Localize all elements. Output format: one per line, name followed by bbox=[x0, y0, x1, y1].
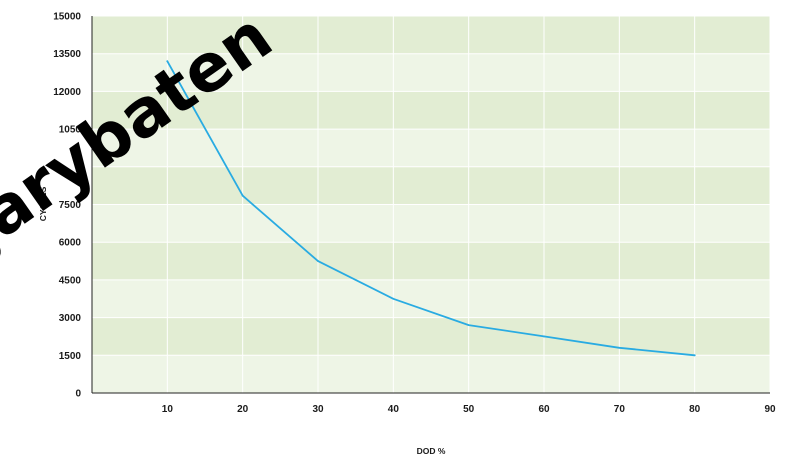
plot-band bbox=[92, 16, 770, 54]
data-point bbox=[543, 335, 545, 338]
x-tick-label: 20 bbox=[237, 404, 249, 415]
plot-band bbox=[92, 242, 770, 280]
data-point bbox=[467, 324, 470, 327]
plot-band bbox=[92, 317, 770, 356]
series-line bbox=[166, 60, 696, 357]
y-tick-label: 3000 bbox=[59, 313, 82, 324]
y-tick-label: 13500 bbox=[53, 49, 81, 60]
y-tick-label: 0 bbox=[75, 389, 81, 400]
data-point bbox=[241, 194, 244, 197]
y-tick-label: 6000 bbox=[59, 238, 82, 249]
axes bbox=[91, 16, 770, 394]
plot-band bbox=[92, 91, 770, 130]
x-tick-label: 80 bbox=[689, 404, 701, 415]
data-point bbox=[693, 354, 696, 357]
y-tick-labels: 0 1500 3000 4500 6000 7500 1050 12000 13500 15000 bbox=[53, 12, 81, 400]
x-tick-label: 90 bbox=[764, 404, 776, 415]
plot-band bbox=[92, 166, 770, 205]
x-tick-label: 70 bbox=[614, 404, 626, 415]
plot-band bbox=[92, 53, 770, 92]
x-tick-label: 50 bbox=[463, 404, 475, 415]
y-tick-label: 12000 bbox=[53, 87, 81, 98]
y-tick-label: 1050 bbox=[59, 125, 82, 136]
x-tick-label: 30 bbox=[312, 404, 324, 415]
plot-background-bands bbox=[92, 16, 770, 393]
x-tick-label: 40 bbox=[388, 404, 400, 415]
y-tick-label: 1500 bbox=[59, 351, 82, 362]
data-point bbox=[618, 346, 621, 349]
x-tick-labels: 10 20 30 40 50 60 70 80 90 bbox=[162, 404, 776, 415]
data-point bbox=[166, 60, 169, 63]
x-tick-label: 10 bbox=[162, 404, 174, 415]
gridlines bbox=[92, 15, 771, 393]
y-tick-label: 4500 bbox=[59, 275, 82, 286]
x-tick-label: 60 bbox=[538, 404, 550, 415]
data-point bbox=[392, 297, 395, 300]
plot-band bbox=[92, 204, 770, 243]
y-tick-label: 7500 bbox=[59, 200, 82, 211]
y-tick-label: 15000 bbox=[53, 12, 81, 23]
y-axis-title: CYCLES bbox=[38, 186, 48, 221]
x-axis-title: DOD % bbox=[417, 446, 446, 455]
data-point bbox=[317, 260, 319, 262]
plot-band bbox=[92, 129, 770, 167]
series-layer bbox=[166, 60, 696, 357]
plot-band bbox=[92, 355, 770, 393]
